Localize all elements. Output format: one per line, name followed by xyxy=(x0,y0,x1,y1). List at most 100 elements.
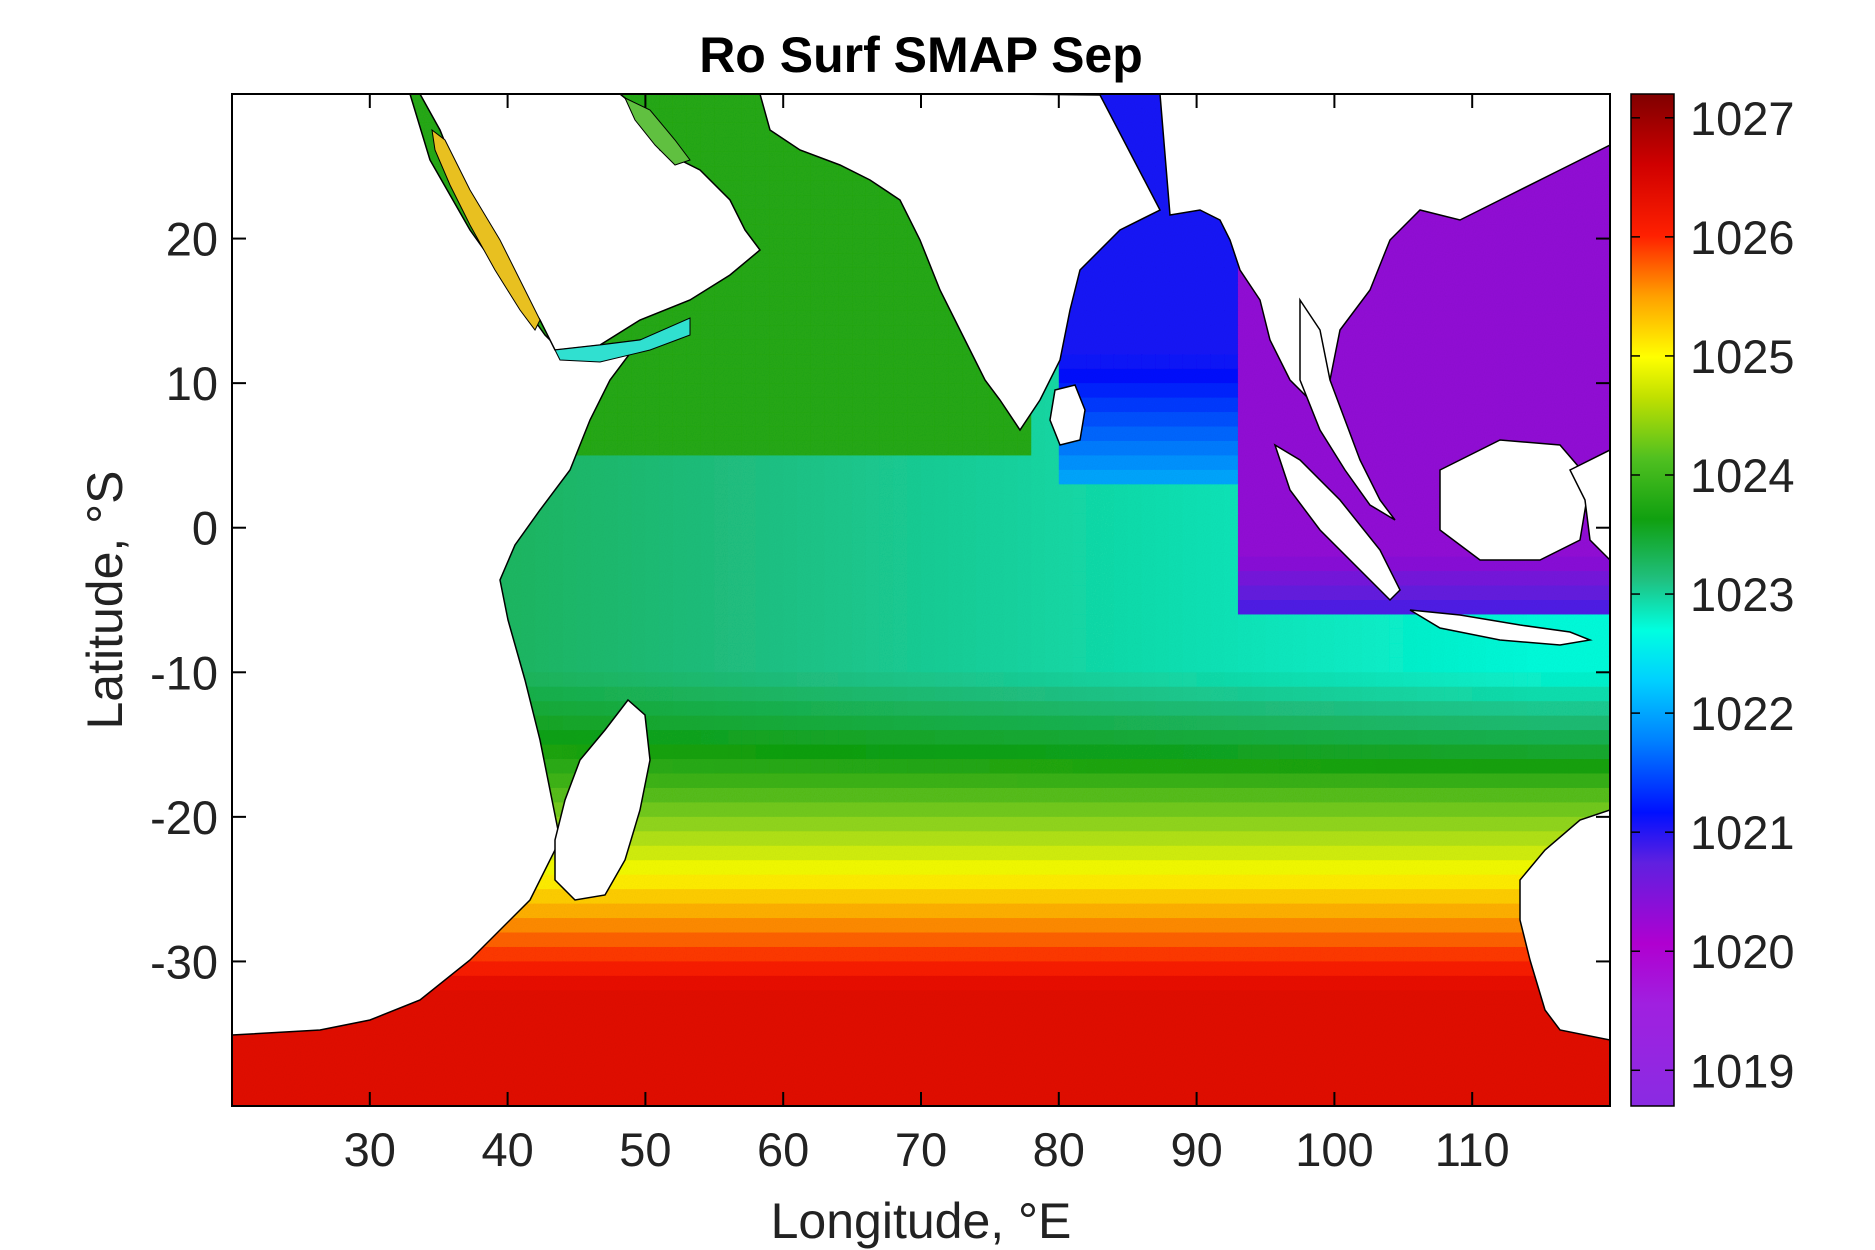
heatmap-cell xyxy=(1182,643,1198,659)
heatmap-cell xyxy=(810,556,826,572)
heatmap-cell xyxy=(686,571,702,587)
heatmap-cell xyxy=(1003,469,1019,485)
heatmap-cell xyxy=(1320,556,1335,572)
heatmap-cell xyxy=(989,440,1005,457)
heatmap-cell xyxy=(879,310,895,326)
heatmap-cell xyxy=(1100,281,1115,297)
heatmap-cell xyxy=(1072,440,1087,457)
heatmap-cell xyxy=(1513,253,1528,269)
heatmap-cell xyxy=(1279,513,1294,529)
heatmap-cell xyxy=(989,744,1005,760)
heatmap-cell xyxy=(1348,325,1363,341)
heatmap-cell xyxy=(672,469,688,485)
heatmap-cell xyxy=(700,701,715,717)
heatmap-cell xyxy=(1417,469,1432,485)
heatmap-cell xyxy=(879,296,895,312)
heatmap-cell xyxy=(1513,802,1528,818)
heatmap-cell xyxy=(590,455,605,471)
heatmap-cell xyxy=(1375,281,1391,297)
heatmap-cell xyxy=(1045,773,1060,789)
heatmap-cell xyxy=(796,195,812,211)
heatmap-cell xyxy=(1568,686,1584,702)
heatmap-cell xyxy=(796,151,812,167)
heatmap-cell xyxy=(1554,354,1570,370)
heatmap-cell xyxy=(838,571,853,587)
heatmap-cell xyxy=(741,122,757,138)
heatmap-cell xyxy=(838,498,853,514)
heatmap-cell xyxy=(1169,253,1184,269)
heatmap-cell xyxy=(1375,455,1391,471)
heatmap-cell xyxy=(769,195,784,211)
heatmap-cell xyxy=(1444,730,1460,746)
heatmap-cell xyxy=(1499,253,1515,269)
heatmap-cell xyxy=(604,701,619,717)
heatmap-cell xyxy=(1417,542,1432,558)
heatmap-cell xyxy=(1527,787,1542,803)
heatmap-cell xyxy=(1058,643,1074,659)
heatmap-cell xyxy=(686,628,702,644)
heatmap-cell xyxy=(1348,600,1363,616)
heatmap-cell xyxy=(852,542,867,558)
heatmap-cell xyxy=(1003,744,1019,760)
heatmap-cell xyxy=(1554,267,1570,283)
heatmap-cell xyxy=(604,628,619,644)
heatmap-cell xyxy=(1403,267,1418,283)
heatmap-cell xyxy=(1430,281,1446,297)
heatmap-cell xyxy=(1182,498,1198,514)
heatmap-cell xyxy=(714,426,729,442)
heatmap-cell xyxy=(548,542,564,558)
heatmap-cell xyxy=(728,426,743,442)
heatmap-cell xyxy=(672,368,688,384)
heatmap-cell xyxy=(1003,600,1019,616)
heatmap-cell xyxy=(879,787,895,803)
heatmap-cell xyxy=(1348,773,1363,789)
heatmap-cell xyxy=(1389,600,1404,616)
heatmap-cell xyxy=(1582,600,1597,616)
heatmap-cell xyxy=(865,383,881,399)
heatmap-cell xyxy=(769,643,784,659)
heatmap-cell xyxy=(1430,224,1446,240)
heatmap-cell xyxy=(1375,383,1391,399)
heatmap-cell xyxy=(617,542,633,558)
heatmap-cell xyxy=(562,628,578,644)
heatmap-cell xyxy=(1265,469,1280,485)
heatmap-cell xyxy=(783,166,798,182)
heatmap-cell xyxy=(1458,730,1473,746)
heatmap-cell xyxy=(852,325,867,341)
heatmap-cell xyxy=(714,122,729,138)
heatmap-cell xyxy=(1596,296,1610,312)
heatmap-cell xyxy=(645,571,660,587)
heatmap-cell xyxy=(1017,614,1032,630)
heatmap-cell xyxy=(893,368,908,384)
heatmap-cell xyxy=(1568,296,1584,312)
heatmap-cell xyxy=(865,440,881,457)
heatmap-cell xyxy=(1472,643,1487,659)
heatmap-cell xyxy=(1100,585,1115,601)
heatmap-cell xyxy=(1361,643,1377,659)
heatmap-cell xyxy=(948,513,963,529)
heatmap-cell xyxy=(838,600,853,616)
heatmap-cell xyxy=(810,368,826,384)
heatmap-cell xyxy=(1348,614,1363,630)
heatmap-cell xyxy=(548,628,564,644)
heatmap-cell xyxy=(976,455,991,471)
heatmap-cell xyxy=(741,166,757,182)
heatmap-cell xyxy=(1127,267,1143,283)
heatmap-cell xyxy=(590,715,605,731)
heatmap-cell xyxy=(1182,440,1198,457)
heatmap-cell xyxy=(1403,440,1418,457)
heatmap-cell xyxy=(1251,310,1267,326)
heatmap-cell xyxy=(1472,354,1487,370)
heatmap-cell xyxy=(865,715,881,731)
heatmap-cell xyxy=(1375,657,1391,673)
heatmap-cell xyxy=(783,209,798,225)
heatmap-cell xyxy=(989,643,1005,659)
heatmap-cell xyxy=(686,759,702,775)
heatmap-cell xyxy=(728,715,743,731)
heatmap-cell xyxy=(1403,628,1418,644)
heatmap-cell xyxy=(1582,354,1597,370)
heatmap-cell xyxy=(1361,296,1377,312)
heatmap-cell xyxy=(1182,455,1198,471)
heatmap-cell xyxy=(1513,585,1528,601)
heatmap-cell xyxy=(1458,281,1473,297)
